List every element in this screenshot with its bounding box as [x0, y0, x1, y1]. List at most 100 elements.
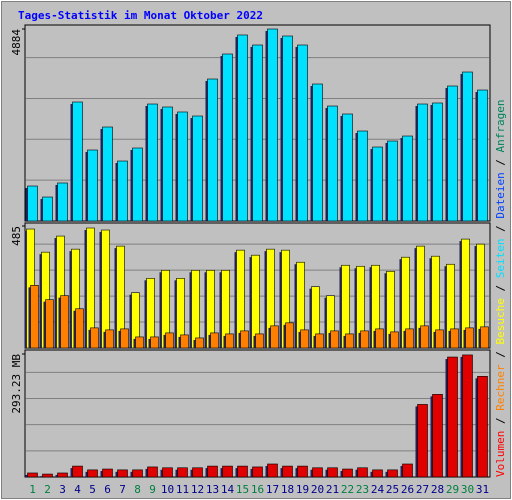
bar	[447, 85, 458, 222]
bar	[402, 135, 413, 222]
bar	[417, 404, 428, 478]
bar	[30, 285, 39, 349]
bar	[27, 472, 38, 478]
bar	[447, 356, 458, 478]
bar	[432, 394, 443, 478]
bar	[42, 196, 53, 222]
bar	[42, 473, 53, 478]
legend-separator: /	[494, 411, 507, 431]
bar	[300, 329, 309, 349]
bar	[450, 328, 459, 349]
bar	[282, 35, 293, 222]
bar	[135, 336, 144, 349]
bar	[105, 329, 114, 349]
bar	[405, 328, 414, 349]
bar	[477, 89, 488, 222]
bar	[327, 467, 338, 478]
bar	[312, 467, 323, 478]
legend-separator: /	[494, 345, 507, 365]
x-tick-label: 26	[401, 483, 414, 496]
bar	[387, 469, 398, 478]
bar	[417, 103, 428, 222]
legend-entry: Volumen	[494, 431, 507, 477]
chart-title: Tages-Statistik im Monat Oktober 2022	[18, 9, 263, 22]
bar	[342, 113, 353, 222]
bar	[267, 463, 278, 478]
x-tick-label: 20	[311, 483, 324, 496]
bar	[177, 467, 188, 478]
bar	[327, 105, 338, 222]
x-tick-label: 17	[266, 483, 279, 496]
bar	[465, 327, 474, 349]
bar	[462, 354, 473, 478]
bar	[57, 182, 68, 222]
bar	[372, 469, 383, 478]
bar	[147, 466, 158, 478]
legend-entry: Dateien	[494, 172, 507, 218]
bar	[240, 330, 249, 349]
bar	[297, 465, 308, 478]
x-tick-label: 3	[59, 483, 66, 496]
x-tick-label: 4	[74, 483, 81, 496]
x-tick-label: 30	[461, 483, 474, 496]
bar	[117, 160, 128, 222]
y-tick-label: 4884	[10, 29, 23, 56]
x-tick-label: 6	[104, 483, 111, 496]
bar	[285, 322, 294, 349]
bar	[207, 465, 218, 478]
bar	[210, 332, 219, 349]
bar	[165, 332, 174, 349]
bar	[312, 83, 323, 222]
legend: Volumen / Rechner / Besuche / Seiten / D…	[494, 99, 507, 477]
bar	[330, 330, 339, 349]
bar	[45, 299, 54, 349]
panel	[24, 349, 491, 478]
x-tick-label: 2	[44, 483, 51, 496]
bar	[75, 308, 84, 349]
legend-entry: Anfragen	[494, 99, 507, 152]
x-tick-label: 5	[89, 483, 96, 496]
x-tick-label: 23	[356, 483, 369, 496]
bar	[432, 102, 443, 222]
bar	[420, 325, 429, 349]
bar	[191, 269, 200, 349]
bar	[270, 325, 279, 349]
x-tick-label: 29	[446, 483, 459, 496]
legend-separator: /	[494, 152, 507, 172]
bar	[180, 334, 189, 349]
bar	[222, 53, 233, 222]
x-tick-label: 12	[191, 483, 204, 496]
bar	[357, 467, 368, 478]
bar	[87, 469, 98, 478]
bar	[102, 468, 113, 478]
legend-separator: /	[494, 219, 507, 239]
bar	[402, 463, 413, 478]
bar	[360, 330, 369, 349]
bar	[345, 333, 354, 349]
bar	[132, 469, 143, 478]
x-tick-label: 10	[161, 483, 174, 496]
x-tick-label: 18	[281, 483, 294, 496]
bar	[237, 34, 248, 222]
bar	[162, 106, 173, 222]
bar	[120, 328, 129, 349]
bar	[72, 465, 83, 478]
bar	[282, 465, 293, 478]
bar	[390, 331, 399, 349]
x-tick-label: 15	[236, 483, 249, 496]
bar	[27, 185, 38, 222]
bar	[60, 295, 69, 349]
bar	[177, 111, 188, 222]
bar	[315, 333, 324, 349]
x-tick-label: 8	[134, 483, 141, 496]
bar	[207, 78, 218, 222]
x-tick-label: 27	[416, 483, 429, 496]
bar	[162, 467, 173, 478]
bar	[252, 466, 263, 478]
legend-entry: Seiten	[494, 239, 507, 279]
x-tick-label: 7	[119, 483, 126, 496]
bar	[297, 44, 308, 222]
bar	[255, 333, 264, 349]
x-tick-label: 16	[251, 483, 264, 496]
